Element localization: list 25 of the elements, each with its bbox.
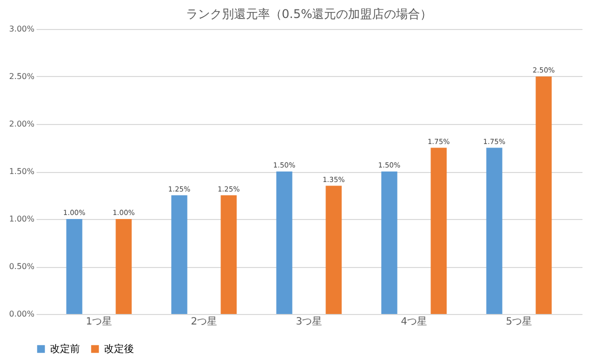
y-tick-label: 0.00% — [9, 310, 35, 318]
y-tick-label: 1.50% — [9, 167, 35, 176]
bar — [430, 148, 447, 314]
bar — [276, 172, 292, 314]
y-tick-label: 1.00% — [9, 214, 35, 224]
x-tick-label: 3つ星 — [296, 316, 322, 328]
bar — [486, 148, 502, 314]
y-tick-label: 2.00% — [9, 120, 35, 128]
x-tick-label: 5つ星 — [506, 316, 532, 328]
bar — [536, 76, 552, 314]
bar — [66, 219, 82, 314]
y-tick-label: 0.50% — [9, 262, 35, 271]
bar — [326, 186, 342, 314]
chart-title: ランク別還元率（0.5%還元の加盟店の場合） — [186, 7, 432, 21]
y-tick-label: 2.50% — [9, 72, 35, 81]
y-tick-label: 3.00% — [9, 24, 35, 34]
x-tick-label: 1つ星 — [86, 316, 112, 328]
bar — [381, 172, 398, 314]
bar — [116, 219, 132, 314]
x-tick-label: 2つ星 — [190, 316, 218, 328]
bar — [171, 195, 188, 314]
legend-label: 改定後 — [104, 343, 134, 355]
legend-label: 改定前 — [50, 343, 80, 355]
bar — [220, 195, 237, 314]
x-tick-label: 4つ星 — [400, 316, 428, 328]
